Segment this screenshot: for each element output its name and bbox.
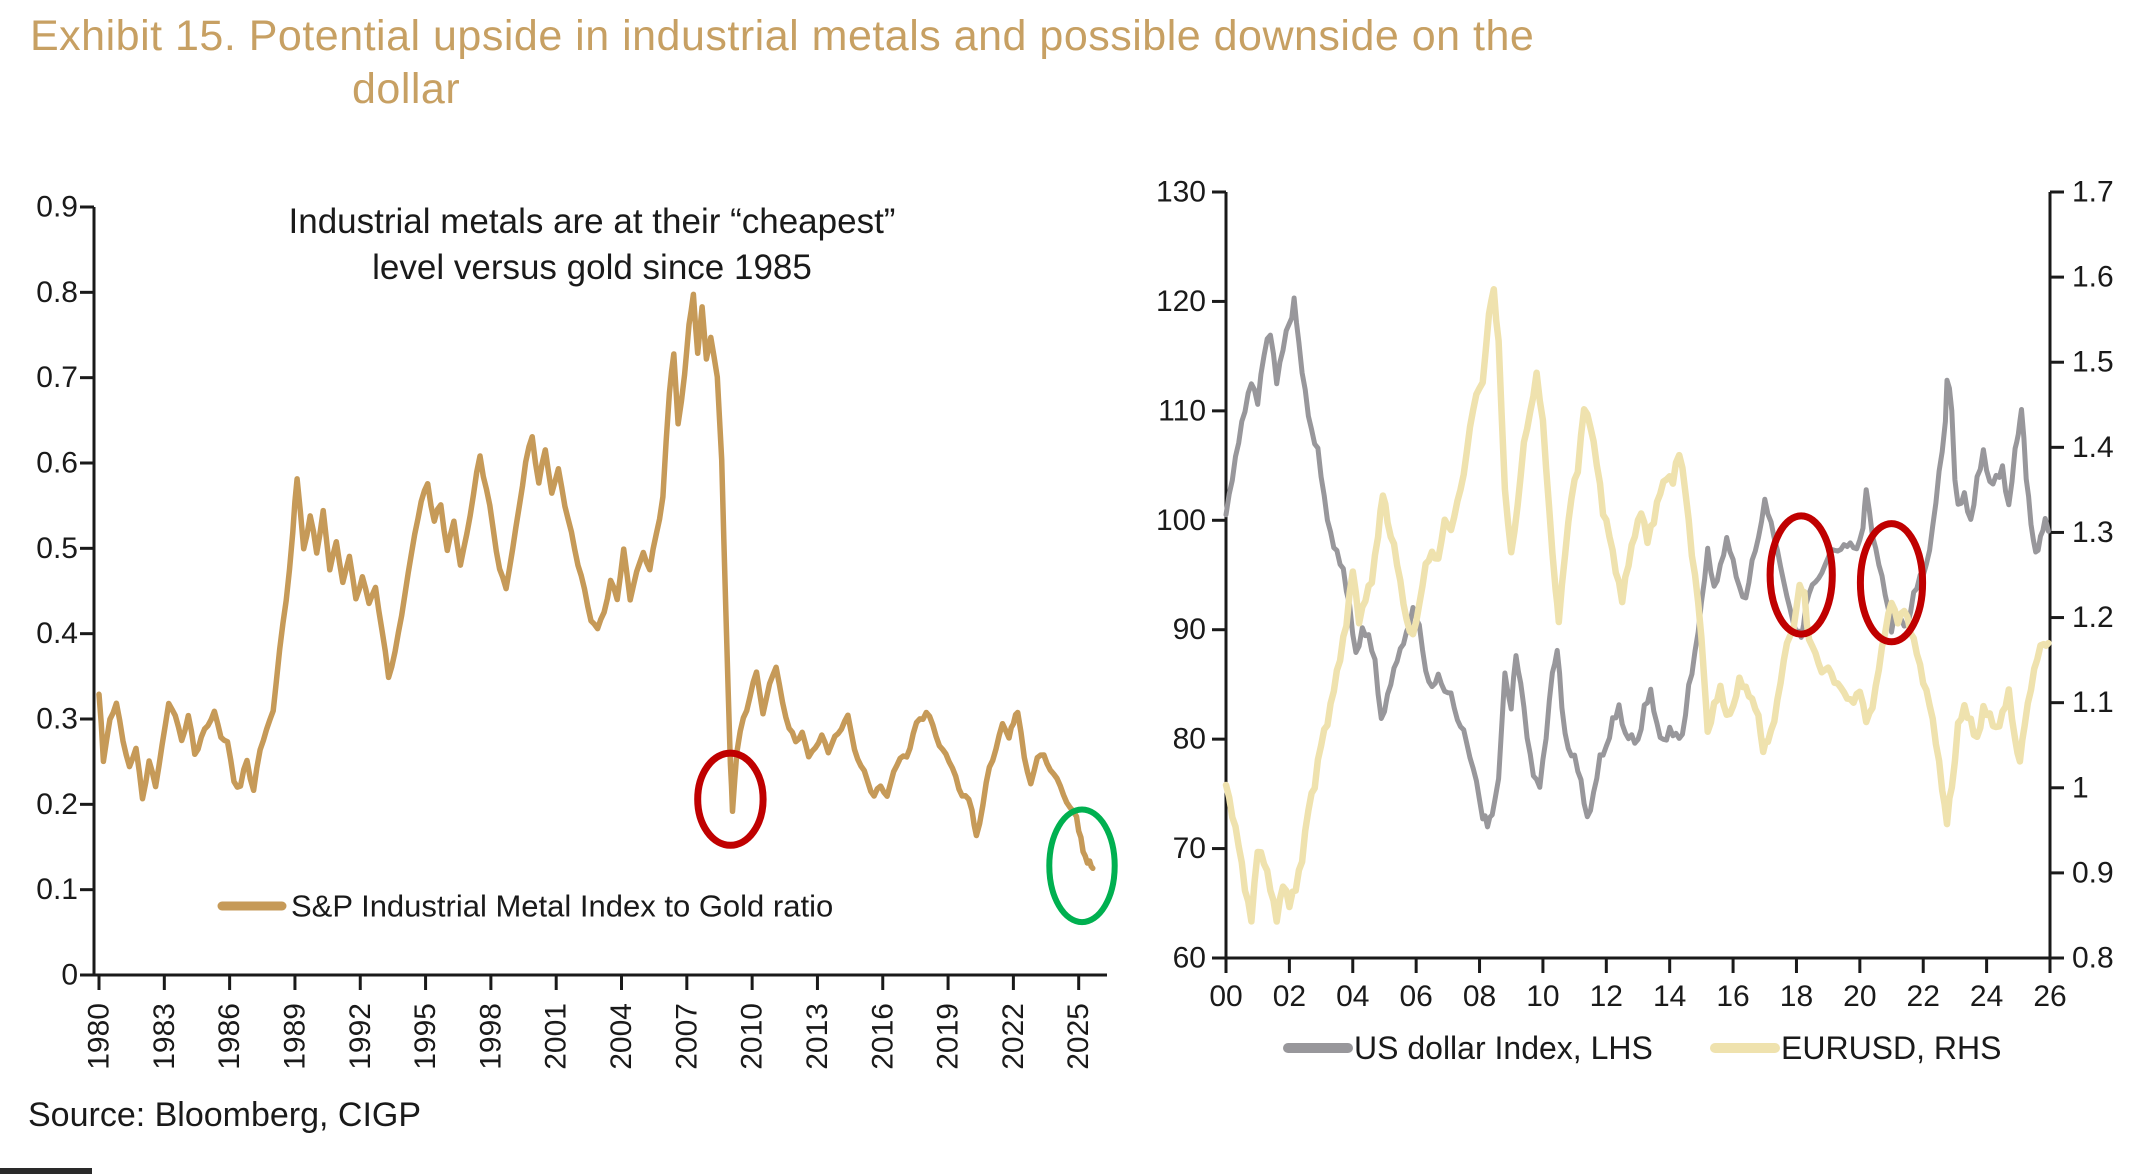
y-tick-label: 0.3 (36, 703, 78, 736)
y-tick-label: 0.4 (36, 617, 78, 650)
y-tick-label: 0.5 (36, 532, 78, 565)
y-tick-label: 0.6 (36, 447, 78, 480)
x-tick-label: 2001 (540, 1003, 573, 1070)
x-tick-label: 14 (1653, 980, 1686, 1013)
y-tick-label-left: 110 (1158, 394, 1206, 427)
x-tick-label: 2025 (1062, 1003, 1095, 1070)
exhibit-title: Exhibit 15. Potential upside in industri… (30, 10, 1534, 116)
x-tick-label: 08 (1463, 980, 1496, 1013)
x-tick-label: 1980 (83, 1003, 116, 1070)
x-tick-label: 2022 (997, 1003, 1030, 1070)
x-tick-label: 22 (1907, 980, 1940, 1013)
y-tick-label-right: 1.2 (2072, 601, 2114, 634)
y-tick-label-right: 1.4 (2072, 431, 2114, 464)
x-tick-label: 04 (1336, 980, 1369, 1013)
y-tick-label: 0.1 (36, 873, 78, 906)
red-ellipse-2018-dollar-dip (1766, 512, 1836, 638)
y-tick-label-right: 1.5 (2072, 346, 2114, 379)
legend-label-metal-ratio: S&P Industrial Metal Index to Gold ratio (291, 889, 833, 924)
y-tick-label: 0 (61, 959, 78, 992)
x-tick-label: 2007 (670, 1003, 703, 1070)
y-tick-label-right: 0.9 (2072, 856, 2114, 889)
x-tick-label: 16 (1716, 980, 1749, 1013)
x-tick-label: 1995 (409, 1003, 442, 1070)
y-tick-label-right: 0.8 (2072, 942, 2114, 975)
y-tick-label-right: 1.1 (2072, 686, 2114, 719)
y-tick-label: 0.9 (36, 191, 78, 224)
legend-label-dollar: US dollar Index, LHS (1354, 1030, 1653, 1066)
legend-label-eurusd: EURUSD, RHS (1781, 1030, 2001, 1066)
page-bottom-edge-artifact (0, 1168, 92, 1174)
x-tick-label: 00 (1209, 980, 1242, 1013)
left-chart-subtitle: level versus gold since 1985 (372, 248, 812, 287)
x-tick-label: 02 (1273, 980, 1306, 1013)
x-tick-label: 1986 (213, 1003, 246, 1070)
red-ellipse-2009-crash-low (694, 749, 767, 849)
x-tick-label: 10 (1526, 980, 1559, 1013)
y-tick-label-left: 100 (1156, 504, 1206, 537)
exhibit-title-line1: Exhibit 15. Potential upside in industri… (30, 12, 1535, 60)
y-tick-label-left: 60 (1173, 942, 1206, 975)
x-tick-label: 2010 (736, 1003, 769, 1070)
x-tick-label: 2019 (932, 1003, 965, 1070)
y-tick-label-right: 1.6 (2072, 261, 2114, 294)
left-chart-subtitle: Industrial metals are at their “cheapest… (289, 202, 896, 241)
x-tick-label: 2004 (605, 1003, 638, 1070)
x-tick-label: 06 (1399, 980, 1432, 1013)
green-ellipse-2025-cheapest-level (1046, 806, 1118, 926)
exhibit-title-line2: dollar (352, 65, 461, 113)
x-tick-label: 2013 (801, 1003, 834, 1070)
red-ellipse-2021-dollar-dip (1856, 520, 1927, 646)
y-tick-label: 0.8 (36, 276, 78, 309)
source-text: Source: Bloomberg, CIGP (28, 1096, 422, 1134)
y-tick-label-left: 120 (1156, 285, 1206, 318)
x-tick-label: 1998 (474, 1003, 507, 1070)
us-dollar-index-line (1223, 295, 2051, 830)
eurusd-line (1222, 286, 2052, 925)
left-chart: 0 0.1 0.2 0.3 0.4 0.5 0.6 0.7 0.8 0.9 1980 1983 1986… (36, 191, 1118, 1070)
right-chart: 60 70 80 90 100 110 120 130 0.8 0.9 1 1.1 1.2 1.3 1.4 1… (1156, 176, 2114, 1067)
y-tick-label: 0.7 (36, 361, 78, 394)
metal-gold-ratio-line (96, 291, 1096, 872)
y-tick-label-right: 1.7 (2072, 176, 2114, 209)
y-tick-label-left: 90 (1173, 613, 1206, 646)
x-tick-label: 12 (1590, 980, 1623, 1013)
y-tick-label-left: 80 (1173, 723, 1206, 756)
y-tick-label-left: 130 (1156, 176, 1206, 209)
x-tick-label: 1989 (278, 1003, 311, 1070)
x-tick-label: 20 (1843, 980, 1876, 1013)
y-tick-label-right: 1.3 (2072, 516, 2114, 549)
x-tick-label: 18 (1780, 980, 1813, 1013)
y-tick-label-right: 1 (2072, 771, 2089, 804)
y-tick-label: 0.2 (36, 788, 78, 821)
x-tick-label: 24 (1970, 980, 2003, 1013)
x-tick-label: 1983 (148, 1003, 181, 1070)
y-tick-label-left: 70 (1173, 832, 1206, 865)
x-tick-label: 26 (2033, 980, 2066, 1013)
x-tick-label: 1992 (344, 1003, 377, 1070)
x-tick-label: 2016 (866, 1003, 899, 1070)
